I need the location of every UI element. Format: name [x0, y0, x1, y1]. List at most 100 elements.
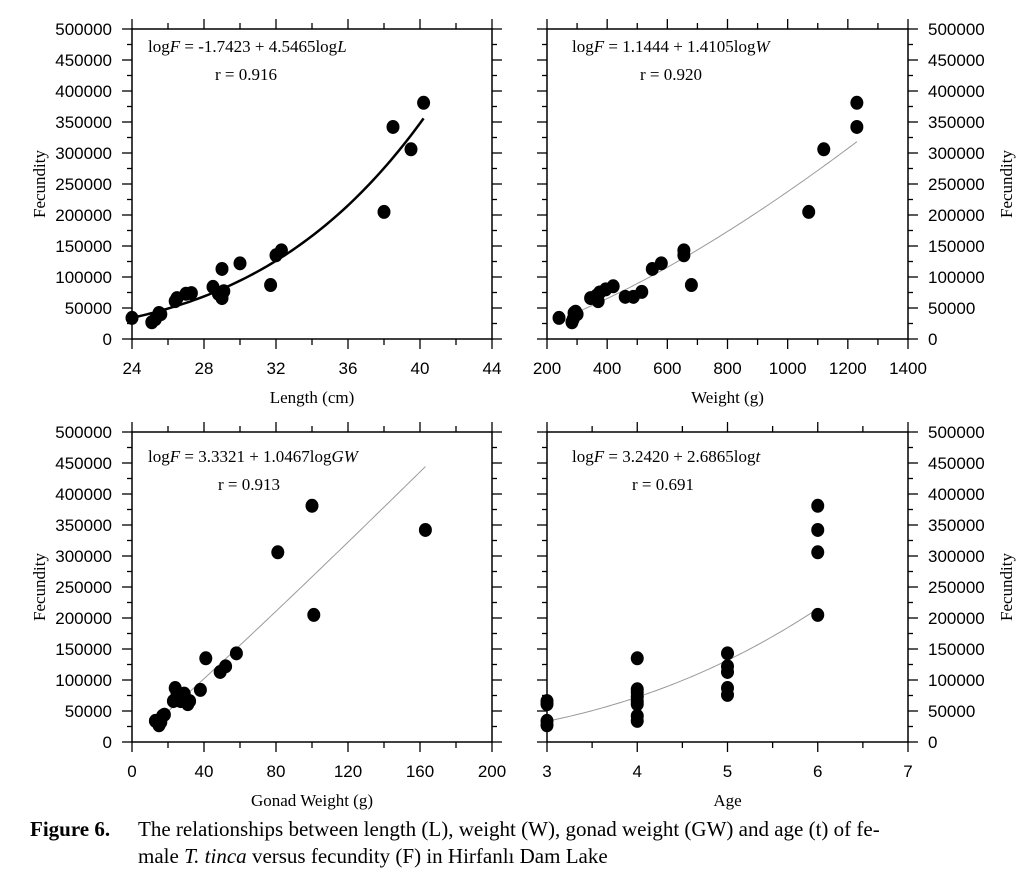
y-tick-label: 50000 [65, 702, 112, 721]
fit-curve [546, 608, 819, 722]
data-point [721, 681, 734, 696]
eq-F: F [593, 37, 605, 56]
fit-curve [131, 117, 425, 320]
data-point [811, 522, 825, 537]
x-tick-label: 600 [653, 359, 681, 378]
data-point [811, 498, 825, 513]
data-point [606, 279, 620, 294]
caption-species: T. tinca [184, 844, 247, 868]
data-point [630, 651, 644, 666]
y-axis-title: Fecundity [30, 553, 49, 621]
y-tick-label: 500000 [928, 20, 985, 39]
y-tick-label: 500000 [55, 20, 112, 39]
x-tick-label: 0 [127, 762, 136, 781]
y-tick-label: 200000 [928, 206, 985, 225]
data-point [233, 256, 247, 271]
data-point [630, 708, 644, 723]
x-tick-label: 400 [593, 359, 621, 378]
y-tick-label: 100000 [928, 268, 985, 287]
x-tick-label: 4 [633, 762, 642, 781]
data-point [229, 646, 243, 661]
eq-mid: = -1.7423 + 4.5465log [180, 37, 338, 56]
data-point [271, 545, 285, 560]
eq-log: log [572, 37, 594, 56]
data-point [635, 284, 649, 299]
data-point [264, 278, 278, 293]
x-tick-label: 80 [267, 762, 286, 781]
y-tick-label: 150000 [55, 640, 112, 659]
y-tick-label: 0 [928, 330, 937, 349]
data-point [183, 694, 197, 709]
y-tick-label: 300000 [928, 547, 985, 566]
data-point [721, 646, 734, 661]
x-tick-label: 200 [478, 762, 506, 781]
y-tick-label: 400000 [928, 82, 985, 101]
eq-mid: = 3.3321 + 1.0467log [180, 447, 332, 466]
y-tick-label: 450000 [55, 51, 112, 70]
regression-equation: logF = 3.2420 + 2.6865logt [572, 447, 762, 466]
x-tick-label: 1400 [889, 359, 927, 378]
eq-F: F [169, 447, 181, 466]
panel-length: 24 28 32 36 40 44 0 50000 100000 150000 200000 2500… [30, 19, 502, 407]
regression-equation: logF = 1.1444 + 1.4105logW [572, 37, 772, 56]
data-point [193, 682, 207, 697]
y-tick-label: 400000 [928, 485, 985, 504]
data-point [154, 307, 168, 322]
x-tick-label: 24 [123, 359, 142, 378]
data-point [630, 682, 644, 697]
data-point [677, 243, 691, 258]
x-tick-label: 160 [406, 762, 434, 781]
y-tick-label: 350000 [928, 516, 985, 535]
y-tick-label: 200000 [928, 609, 985, 628]
y-tick-label: 50000 [928, 702, 975, 721]
y-axis-title: Fecundity [997, 553, 1016, 621]
data-point [377, 204, 391, 219]
data-point [199, 651, 213, 666]
x-axis-title: Gonad Weight (g) [251, 791, 373, 810]
y-tick-label: 50000 [928, 299, 975, 318]
data-point [684, 278, 698, 293]
y-tick-label: 400000 [55, 82, 112, 101]
y-tick-label: 300000 [55, 144, 112, 163]
y-tick-label: 150000 [928, 237, 985, 256]
x-tick-label: 3 [542, 762, 551, 781]
x-axis-title: Age [713, 791, 741, 810]
eq-log: log [572, 447, 594, 466]
x-tick-label: 120 [334, 762, 362, 781]
x-tick-label: 32 [267, 359, 286, 378]
eq-log: log [148, 37, 170, 56]
data-point [721, 659, 734, 674]
y-tick-label: 350000 [55, 516, 112, 535]
data-point [850, 119, 864, 134]
y-tick-label: 350000 [928, 113, 985, 132]
data-point [418, 522, 432, 537]
y-tick-label: 100000 [55, 268, 112, 287]
data-point [540, 713, 554, 728]
y-tick-label: 150000 [55, 237, 112, 256]
y-tick-label: 0 [928, 733, 937, 752]
x-tick-label: 40 [411, 359, 430, 378]
y-tick-label: 500000 [928, 423, 985, 442]
y-tick-label: 300000 [928, 144, 985, 163]
regression-equation: logF = 3.3321 + 1.0467logGW [148, 447, 360, 466]
data-point [157, 707, 171, 722]
y-axis-title: Fecundity [30, 150, 49, 218]
y-tick-label: 350000 [55, 113, 112, 132]
y-axis-title: Fecundity [997, 150, 1016, 218]
data-point [552, 310, 566, 325]
y-tick-label: 0 [103, 733, 112, 752]
data-point [654, 256, 668, 271]
eq-mid: = 1.1444 + 1.4105log [604, 37, 756, 56]
y-tick-label: 150000 [928, 640, 985, 659]
data-point [305, 498, 319, 513]
eq-var: GW [332, 447, 360, 466]
eq-var: t [756, 447, 762, 466]
x-tick-label: 6 [813, 762, 822, 781]
caption-line-2-pre: male [138, 844, 185, 868]
data-point [811, 545, 825, 560]
data-point [417, 95, 431, 110]
x-axis-title: Weight (g) [691, 388, 764, 407]
data-point [811, 607, 825, 622]
y-tick-label: 250000 [55, 175, 112, 194]
